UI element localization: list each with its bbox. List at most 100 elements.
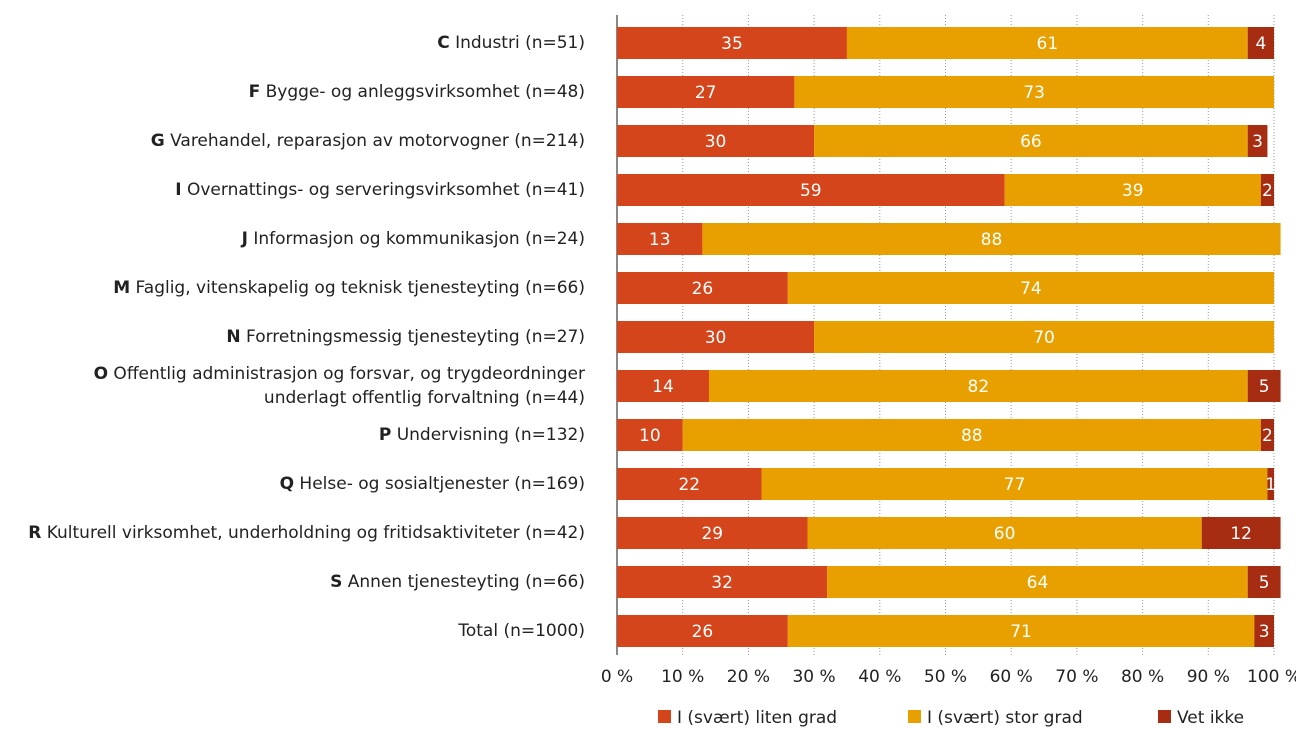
- bar-segment: [1247, 125, 1268, 157]
- y-tick-label: I Overnattings- og serveringsvirksomhet …: [175, 180, 585, 200]
- data-label: 73: [1023, 83, 1045, 103]
- data-label: 77: [1004, 475, 1026, 495]
- bar-segment: [761, 468, 1268, 500]
- y-tick-label: Total (n=1000): [457, 621, 585, 641]
- bar-segment: [617, 272, 788, 304]
- data-label: 30: [705, 328, 727, 348]
- legend-label: Vet ikke: [1177, 708, 1244, 728]
- bar-segment: [814, 321, 1274, 353]
- x-tick-label: 10 %: [661, 667, 704, 687]
- bar-segment: [1247, 27, 1274, 59]
- y-tick-label: Q Helse- og sosialtjenester (n=169): [280, 474, 585, 494]
- data-label: 10: [639, 426, 661, 446]
- data-label: 14: [652, 377, 674, 397]
- bar-segment: [827, 566, 1248, 598]
- bar-segment: [807, 517, 1202, 549]
- bar-segment: [617, 517, 808, 549]
- bar-segment: [1267, 468, 1274, 500]
- y-tick-label: M Faglig, vitenskapelig og teknisk tjene…: [113, 278, 585, 298]
- y-tick-label: O Offentlig administrasjon og forsvar, o…: [94, 364, 585, 408]
- bar-segment: [702, 223, 1281, 255]
- bar-segment: [617, 419, 683, 451]
- bar-segment: [617, 615, 788, 647]
- bar-segment: [617, 174, 1005, 206]
- data-label: 2: [1262, 426, 1273, 446]
- data-label: 5: [1259, 377, 1270, 397]
- x-tick-label: 60 %: [990, 667, 1033, 687]
- data-label: 3: [1252, 132, 1263, 152]
- x-tick-label: 20 %: [727, 667, 770, 687]
- bar-segment: [617, 27, 847, 59]
- bar-segment: [1254, 615, 1274, 647]
- x-tick-label: 30 %: [792, 667, 835, 687]
- data-label: 39: [1122, 181, 1144, 201]
- bar-segment: [617, 468, 762, 500]
- y-tick-label: N Forretningsmessig tjenesteyting (n=27): [226, 327, 585, 347]
- data-label: 88: [961, 426, 983, 446]
- data-label: 66: [1020, 132, 1042, 152]
- bar-segment: [1201, 517, 1281, 549]
- data-label: 4: [1255, 34, 1266, 54]
- bar-segment: [617, 76, 795, 108]
- bar-segment: [617, 321, 815, 353]
- legend-swatch: [908, 710, 921, 723]
- legend-swatch: [1158, 710, 1171, 723]
- x-tick-label: 40 %: [858, 667, 901, 687]
- bar-segment: [814, 125, 1248, 157]
- data-label: 35: [721, 34, 743, 54]
- data-label: 82: [968, 377, 990, 397]
- legend-label: I (svært) liten grad: [677, 708, 837, 728]
- data-label: 64: [1027, 573, 1049, 593]
- bar-segment: [846, 27, 1248, 59]
- bar-segment: [617, 566, 828, 598]
- x-tick-label: 80 %: [1121, 667, 1164, 687]
- y-tick-label: C Industri (n=51): [437, 33, 585, 53]
- bar-segment: [787, 272, 1274, 304]
- data-label: 26: [692, 622, 714, 642]
- data-label: 59: [800, 181, 822, 201]
- bar-segment: [617, 125, 815, 157]
- legend-label: I (svært) stor grad: [927, 708, 1083, 728]
- data-label: 29: [701, 524, 723, 544]
- x-tick-label: 70 %: [1055, 667, 1098, 687]
- x-tick-label: 0 %: [601, 667, 633, 687]
- x-tick-label: 90 %: [1187, 667, 1230, 687]
- bar-segment: [617, 223, 703, 255]
- bar-segment: [1004, 174, 1261, 206]
- data-label: 70: [1033, 328, 1055, 348]
- bar-segment: [617, 370, 709, 402]
- y-tick-label: G Varehandel, reparasjon av motorvogner …: [151, 131, 585, 151]
- y-tick-label: J Informasjon og kommunikasjon (n=24): [241, 229, 585, 249]
- data-label: 5: [1259, 573, 1270, 593]
- data-label: 61: [1037, 34, 1059, 54]
- data-label: 2: [1262, 181, 1273, 201]
- data-label: 74: [1020, 279, 1042, 299]
- y-tick-label: S Annen tjenesteyting (n=66): [330, 572, 585, 592]
- data-label: 32: [711, 573, 733, 593]
- y-tick-label: F Bygge- og anleggsvirksomhet (n=48): [249, 82, 585, 102]
- bar-segment: [1260, 174, 1274, 206]
- data-label: 27: [695, 83, 717, 103]
- y-tick-label: R Kulturell virksomhet, underholdning og…: [28, 523, 585, 543]
- bar-segment: [794, 76, 1274, 108]
- legend-swatch: [658, 710, 671, 723]
- bar-segment: [1247, 370, 1281, 402]
- data-label: 12: [1230, 524, 1252, 544]
- data-label: 13: [649, 230, 671, 250]
- bar-segment: [1260, 419, 1274, 451]
- data-label: 60: [994, 524, 1016, 544]
- bar-segment: [682, 419, 1261, 451]
- data-label: 26: [692, 279, 714, 299]
- data-label: 88: [981, 230, 1003, 250]
- x-tick-label: 50 %: [924, 667, 967, 687]
- y-tick-label: P Undervisning (n=132): [379, 425, 585, 445]
- bar-segment: [787, 615, 1255, 647]
- data-label: 22: [678, 475, 700, 495]
- data-label: 1: [1265, 475, 1276, 495]
- data-label: 30: [705, 132, 727, 152]
- data-label: 71: [1010, 622, 1032, 642]
- data-label: 3: [1259, 622, 1270, 642]
- bar-segment: [1247, 566, 1281, 598]
- bar-segment: [708, 370, 1248, 402]
